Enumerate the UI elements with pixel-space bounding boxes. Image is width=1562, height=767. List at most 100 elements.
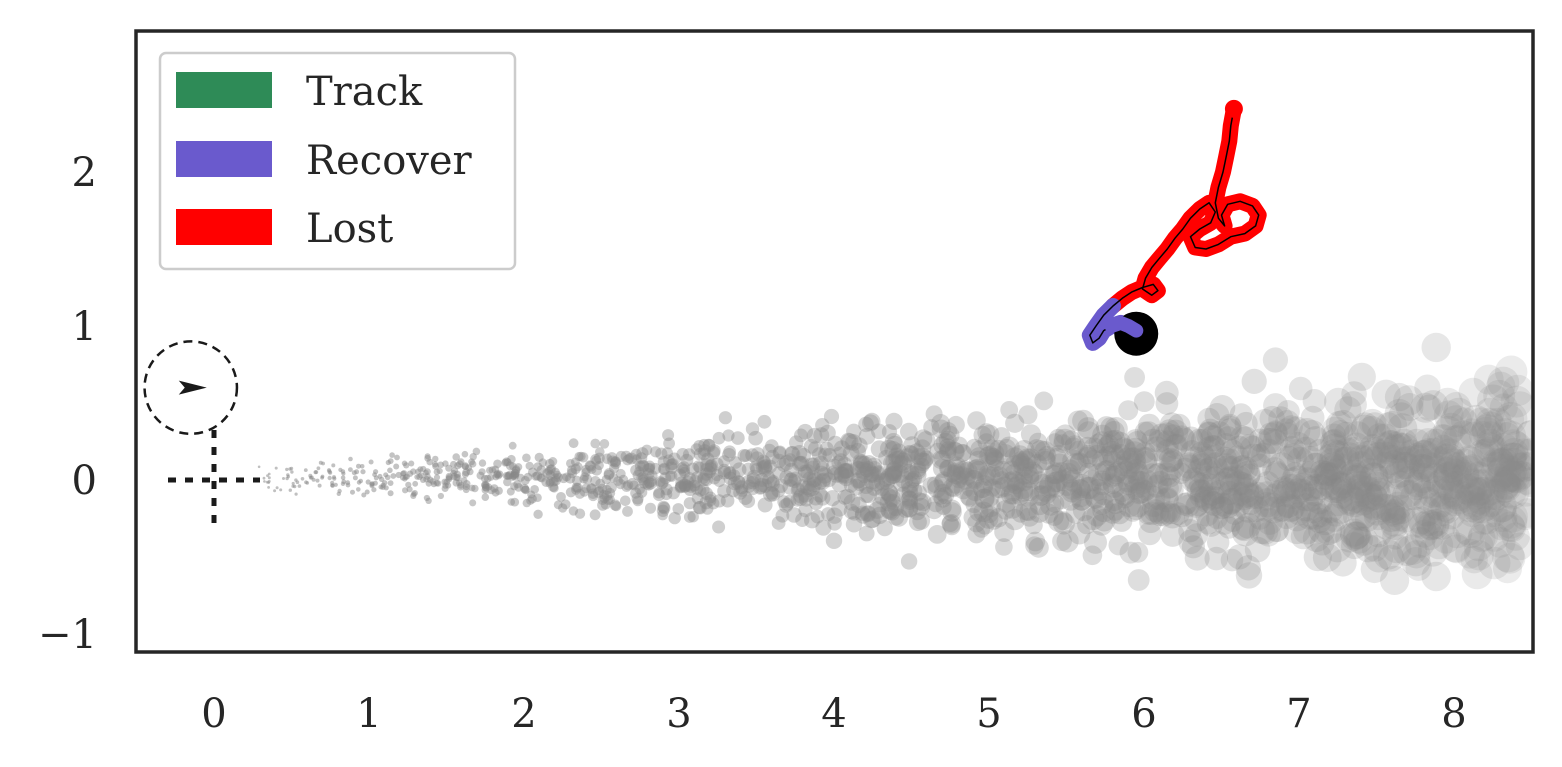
particle bbox=[1203, 444, 1227, 469]
particle bbox=[938, 443, 957, 462]
particle bbox=[1034, 391, 1054, 411]
particle bbox=[364, 489, 370, 495]
particle bbox=[452, 479, 460, 487]
particle bbox=[1302, 452, 1328, 479]
particle bbox=[789, 435, 804, 450]
particle bbox=[1061, 430, 1081, 451]
particle bbox=[480, 474, 489, 483]
particle bbox=[782, 479, 798, 495]
particle bbox=[1200, 425, 1227, 452]
particle bbox=[1488, 493, 1517, 523]
particle bbox=[1190, 453, 1214, 476]
particle bbox=[586, 483, 597, 495]
particle bbox=[883, 454, 902, 473]
particle bbox=[445, 464, 453, 472]
particle bbox=[659, 472, 672, 485]
particle bbox=[1256, 508, 1283, 535]
particle bbox=[913, 493, 932, 512]
particle bbox=[854, 505, 871, 521]
particle bbox=[579, 474, 589, 484]
particle bbox=[1139, 509, 1163, 534]
particle bbox=[372, 480, 378, 486]
particle bbox=[973, 481, 991, 499]
particle bbox=[1189, 472, 1214, 498]
particle bbox=[1182, 467, 1206, 491]
particle bbox=[674, 481, 687, 494]
particle bbox=[708, 472, 721, 485]
particle bbox=[1095, 416, 1117, 438]
particle bbox=[548, 457, 558, 466]
particle bbox=[665, 458, 678, 471]
particle bbox=[340, 469, 346, 474]
particle bbox=[560, 499, 571, 510]
particle bbox=[544, 466, 554, 476]
particle bbox=[1235, 555, 1262, 581]
particle bbox=[1159, 455, 1185, 481]
particle bbox=[1010, 454, 1030, 474]
particle bbox=[818, 447, 833, 463]
particle bbox=[858, 525, 875, 542]
particle bbox=[1477, 476, 1506, 506]
particle bbox=[574, 508, 586, 519]
particle bbox=[502, 471, 511, 480]
particle bbox=[816, 467, 833, 484]
particle bbox=[815, 461, 830, 477]
particle bbox=[1033, 480, 1056, 502]
particle bbox=[1030, 485, 1051, 507]
particle bbox=[792, 456, 808, 472]
particle bbox=[800, 464, 816, 480]
particle bbox=[1403, 472, 1432, 501]
particle bbox=[679, 466, 691, 479]
particle bbox=[1425, 446, 1453, 474]
particle bbox=[1102, 450, 1123, 471]
particle bbox=[1434, 438, 1465, 470]
particle bbox=[967, 513, 986, 533]
particle bbox=[1388, 402, 1415, 429]
particle bbox=[478, 459, 487, 467]
particle bbox=[572, 482, 583, 493]
particle bbox=[947, 456, 966, 475]
particle bbox=[1018, 405, 1038, 425]
particle bbox=[865, 466, 882, 483]
particle bbox=[881, 488, 897, 504]
particle bbox=[1104, 417, 1128, 441]
particle bbox=[1336, 487, 1364, 516]
particle bbox=[1389, 451, 1418, 480]
particle bbox=[1094, 460, 1116, 482]
particle bbox=[1160, 503, 1185, 529]
particle bbox=[514, 463, 523, 471]
particle bbox=[1125, 462, 1149, 486]
particle bbox=[1078, 476, 1102, 500]
particle bbox=[698, 438, 710, 451]
particle bbox=[1295, 445, 1324, 474]
particle bbox=[965, 496, 983, 514]
particle bbox=[1443, 397, 1475, 429]
particle bbox=[1335, 483, 1364, 512]
particle bbox=[863, 511, 881, 529]
particle bbox=[550, 473, 560, 483]
particle bbox=[843, 494, 861, 511]
y-tick-label: 0 bbox=[72, 458, 97, 504]
x-tick-label: 6 bbox=[1131, 691, 1156, 737]
particle bbox=[408, 460, 415, 467]
particle bbox=[870, 506, 889, 525]
particle bbox=[797, 466, 814, 483]
particle bbox=[1023, 463, 1045, 485]
particle bbox=[1435, 496, 1462, 524]
particle bbox=[1277, 473, 1304, 500]
particle bbox=[361, 492, 367, 498]
particle bbox=[916, 452, 933, 470]
particle bbox=[609, 499, 621, 511]
particle bbox=[792, 490, 809, 506]
particle bbox=[1252, 408, 1278, 435]
particle bbox=[1166, 502, 1190, 526]
particle bbox=[1491, 470, 1521, 500]
particle bbox=[998, 436, 1020, 458]
particle bbox=[1039, 474, 1061, 497]
particle bbox=[913, 452, 932, 472]
particle bbox=[454, 474, 462, 482]
particle bbox=[1319, 517, 1346, 544]
particle bbox=[807, 441, 823, 457]
particle bbox=[1004, 455, 1025, 476]
